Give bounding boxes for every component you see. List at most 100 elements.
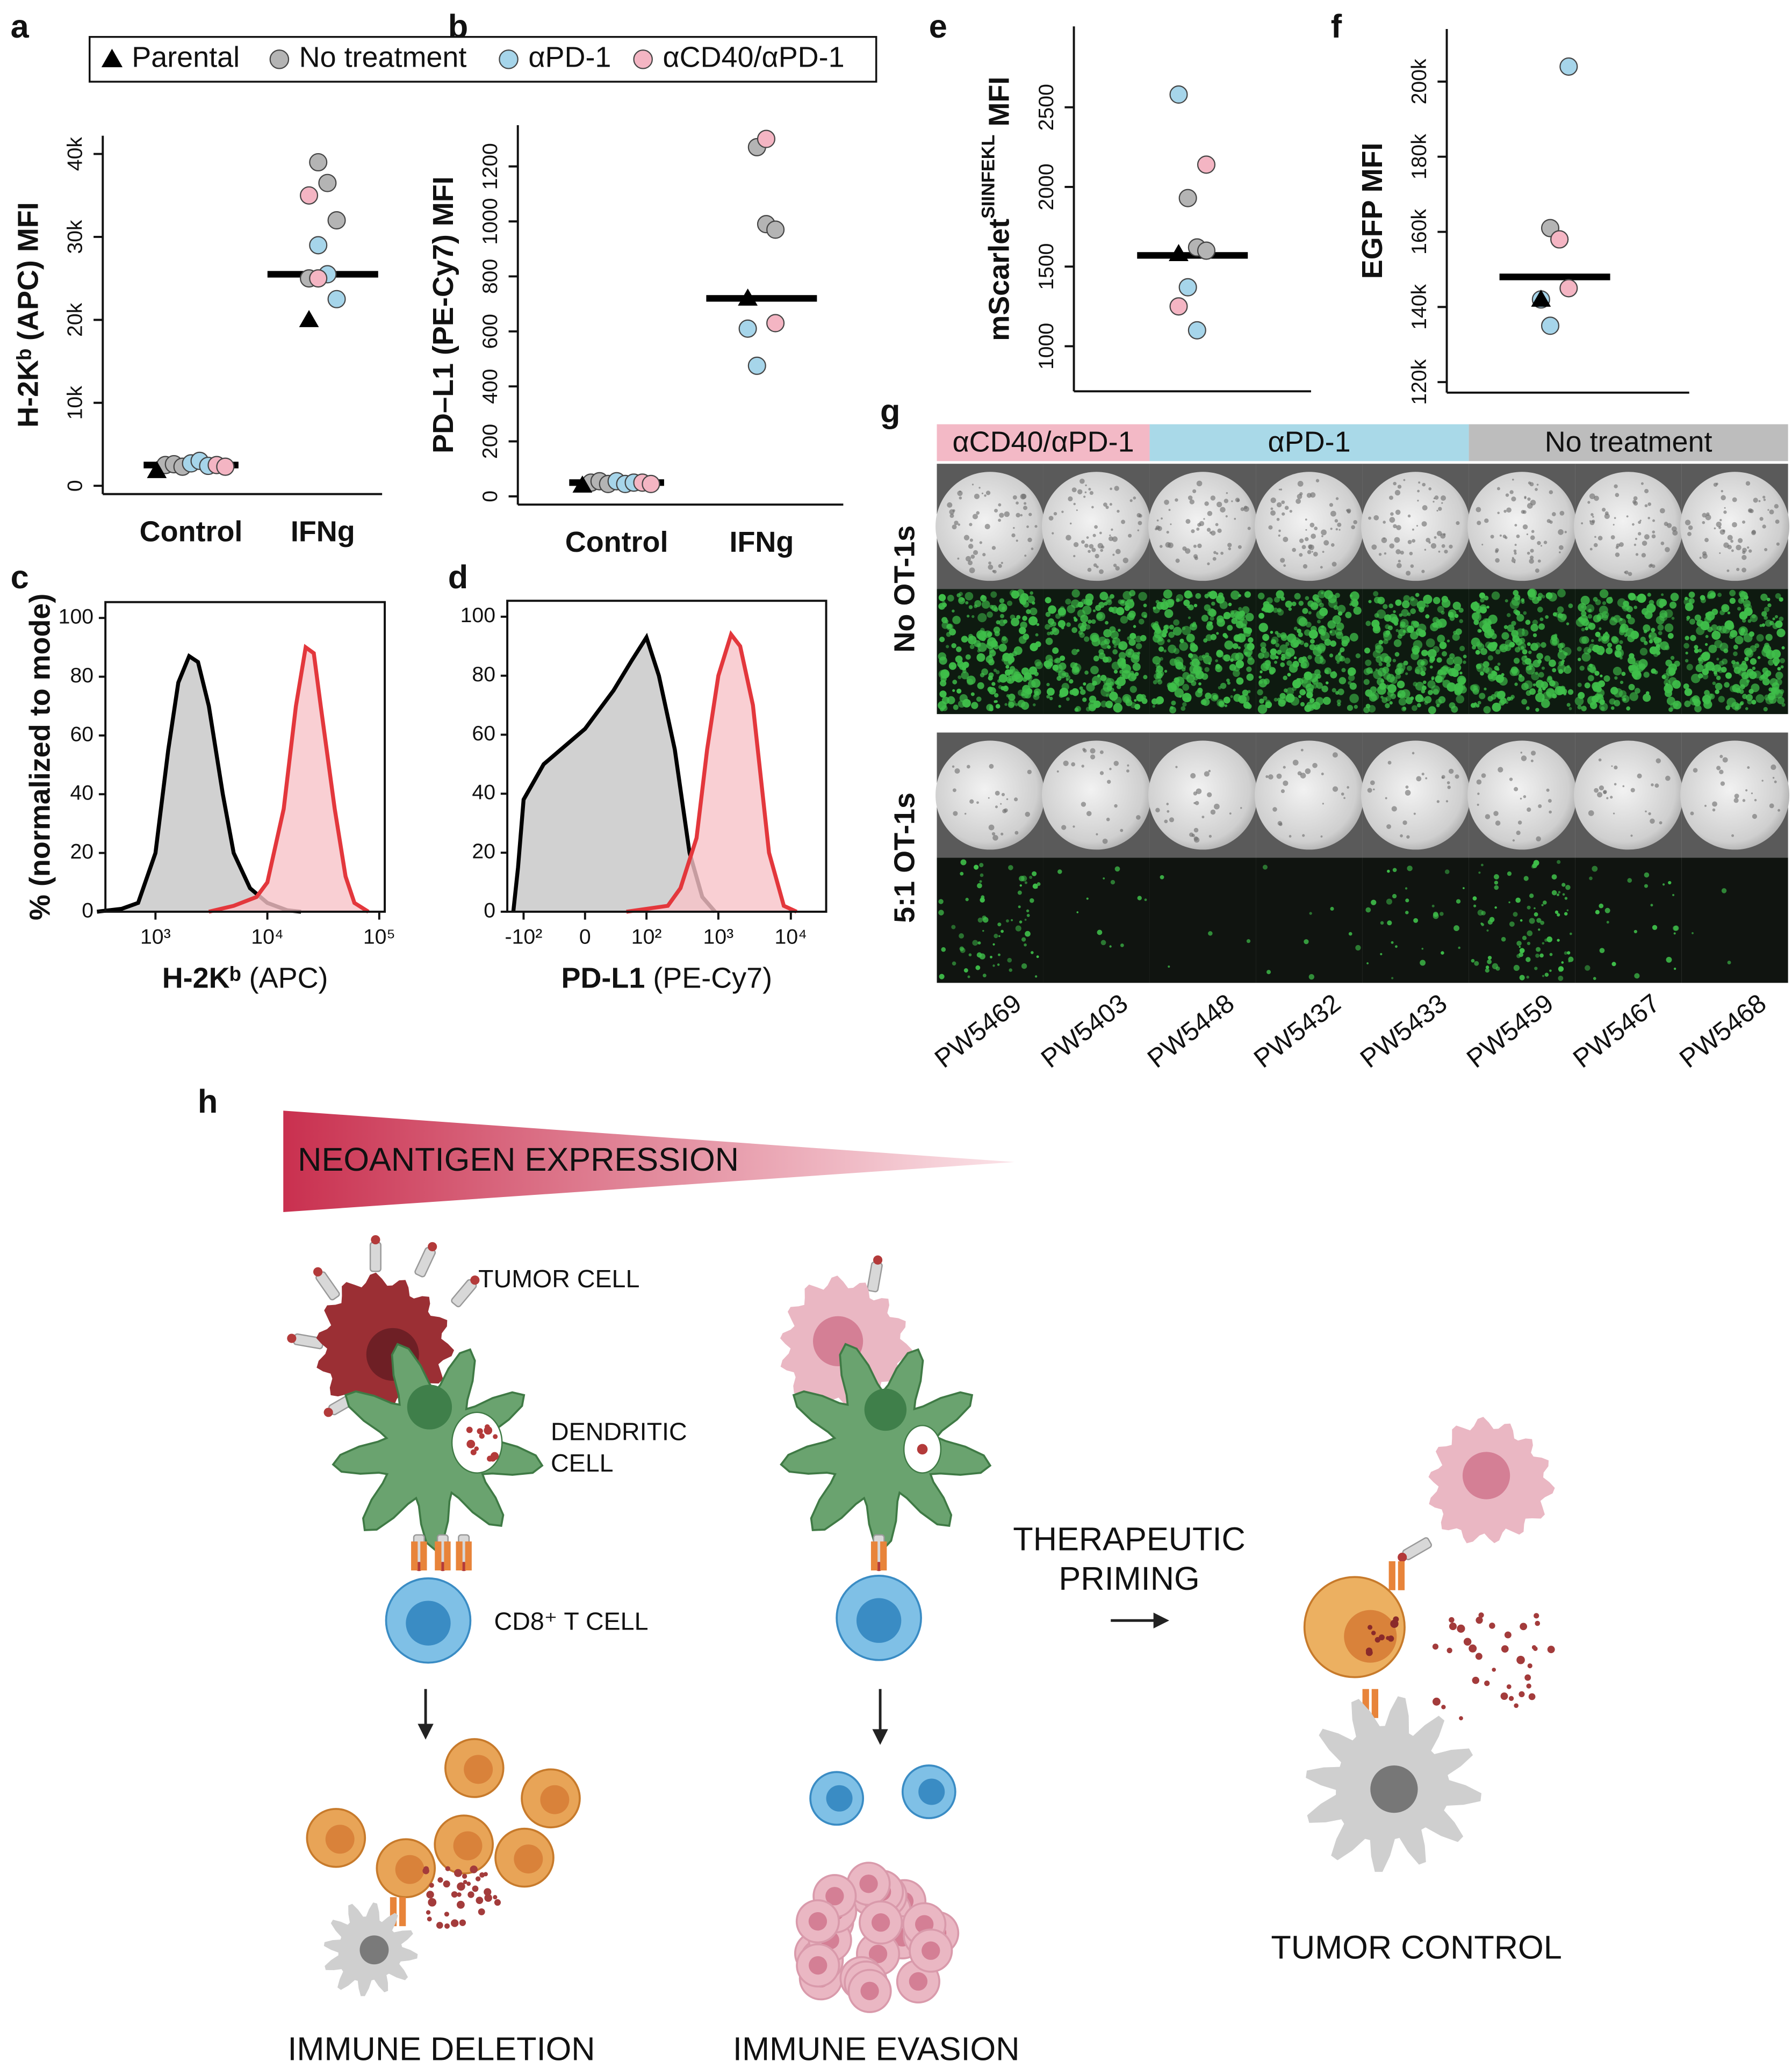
tcr bbox=[1371, 1689, 1379, 1718]
fluorescence-spot bbox=[1008, 669, 1013, 674]
brightfield-speck bbox=[1723, 542, 1729, 548]
fluorescence-spot bbox=[1565, 885, 1571, 890]
fluorescence-spot bbox=[1280, 632, 1287, 639]
brightfield-speck bbox=[1189, 832, 1194, 837]
cytokine-dot bbox=[1520, 1623, 1528, 1631]
fluorescence-spot bbox=[1629, 692, 1638, 701]
fluorescence-spot bbox=[1183, 600, 1190, 607]
fluorescence-spot bbox=[1066, 675, 1071, 680]
fluorescence-spot bbox=[1606, 921, 1609, 924]
fluorescence-spot bbox=[1348, 667, 1356, 676]
brightfield-speck bbox=[1338, 529, 1341, 531]
fluorescence-spot bbox=[1164, 669, 1168, 673]
fluorescence-spot bbox=[1274, 660, 1278, 664]
brightfield-speck bbox=[1265, 775, 1269, 778]
brightfield-speck bbox=[1632, 500, 1637, 504]
brightfield-speck bbox=[1207, 792, 1212, 797]
cytokine-dot bbox=[479, 1872, 485, 1878]
fluorescence-spot bbox=[1104, 601, 1108, 606]
column-label: PW5459 bbox=[1462, 989, 1559, 1073]
brightfield-speck bbox=[1538, 804, 1542, 809]
fluorescence-spot bbox=[1552, 612, 1557, 617]
fluorescence-spot bbox=[1598, 638, 1601, 642]
fluorescence-spot bbox=[1545, 615, 1549, 619]
brightfield-speck bbox=[1440, 533, 1446, 539]
fluorescence-spot bbox=[1416, 703, 1421, 708]
fluorescence-spot bbox=[1542, 975, 1545, 977]
cytokine-dot bbox=[436, 1922, 443, 1929]
brightfield-speck bbox=[1276, 502, 1282, 508]
fluorescence-spot bbox=[1585, 965, 1591, 971]
fluorescence-spot bbox=[1578, 658, 1581, 661]
fluorescence-spot bbox=[1395, 599, 1402, 606]
fluorescence-spot bbox=[1048, 662, 1053, 667]
brightfield-speck bbox=[1594, 495, 1599, 501]
brightfield-speck bbox=[1071, 762, 1076, 767]
fluorescence-spot bbox=[968, 605, 973, 609]
fluorescence-spot bbox=[1140, 635, 1147, 641]
nucleus bbox=[406, 1601, 451, 1646]
fluorescence-spot bbox=[1340, 647, 1345, 652]
fluorescence-spot bbox=[1514, 594, 1521, 601]
fluorescence-spot bbox=[941, 617, 948, 623]
brightfield-speck bbox=[1012, 495, 1017, 500]
fluorescence-spot bbox=[1673, 925, 1679, 931]
fluorescence-spot bbox=[1297, 629, 1301, 633]
brightfield-speck bbox=[1597, 536, 1603, 540]
fluorescence-spot bbox=[1453, 664, 1462, 672]
fluorescence-spot bbox=[1316, 610, 1325, 619]
fluorescence-spot bbox=[1527, 642, 1531, 646]
fluorescence-spot bbox=[1739, 631, 1744, 636]
fluorescence-spot bbox=[981, 600, 990, 609]
fluorescence-spot bbox=[1551, 890, 1557, 896]
fluorescence-spot bbox=[1392, 893, 1397, 899]
fluorescence-spot bbox=[1602, 635, 1608, 642]
fluorescence-spot bbox=[1599, 702, 1608, 711]
fluorescence-spot bbox=[1412, 705, 1417, 711]
fluorescence-spot bbox=[1564, 912, 1568, 916]
fluorescence-spot bbox=[1212, 694, 1218, 700]
x-tick-label: 10³ bbox=[703, 925, 734, 948]
fluorescence-spot bbox=[1210, 634, 1217, 640]
group-header bbox=[1469, 424, 1788, 462]
fluorescence-spot bbox=[1105, 656, 1112, 663]
x-tick-label: 10⁵ bbox=[363, 925, 395, 948]
brightfield-speck bbox=[1416, 776, 1422, 782]
fluorescence-spot bbox=[1371, 899, 1377, 905]
fluorescence-spot bbox=[1098, 652, 1106, 660]
brightfield-speck bbox=[1108, 536, 1113, 542]
fluorescence-spot bbox=[1304, 642, 1309, 647]
fluorescence-spot bbox=[958, 596, 964, 602]
brightfield-speck bbox=[1651, 783, 1654, 787]
fluorescence-spot bbox=[1269, 667, 1276, 674]
fluorescence-spot bbox=[1011, 919, 1013, 921]
fluorescence-spot bbox=[1131, 654, 1140, 664]
fluorescence-spot bbox=[1562, 893, 1565, 896]
brightfield-speck bbox=[1091, 506, 1094, 509]
cytokine-dot bbox=[1449, 1617, 1455, 1623]
fluorescence-spot bbox=[1494, 881, 1499, 885]
brightfield-speck bbox=[1292, 760, 1299, 766]
data-point bbox=[1178, 189, 1197, 207]
brightfield-speck bbox=[1272, 807, 1277, 812]
fluorescence-spot bbox=[976, 952, 982, 958]
brightfield-speck bbox=[1528, 481, 1531, 485]
fluorescence-spot bbox=[1106, 599, 1112, 605]
row-label: No OT-1s bbox=[888, 525, 920, 653]
brightfield-speck bbox=[1196, 788, 1202, 795]
brightfield-speck bbox=[1614, 484, 1618, 488]
fluorescence-spot bbox=[1591, 639, 1594, 643]
fluorescence-spot bbox=[1639, 647, 1648, 656]
fluorescence-spot bbox=[965, 601, 969, 604]
brightfield-speck bbox=[1193, 791, 1198, 796]
brightfield-speck bbox=[1441, 502, 1443, 504]
fluorescence-spot bbox=[1538, 672, 1544, 678]
brightfield-speck bbox=[1410, 564, 1414, 568]
fluorescence-spot bbox=[1387, 869, 1390, 873]
fluorescence-spot bbox=[1318, 590, 1326, 599]
brightfield-speck bbox=[1215, 552, 1219, 555]
fluorescence-spot bbox=[1475, 650, 1480, 655]
x-tick-label: Control bbox=[565, 526, 668, 558]
brightfield-speck bbox=[1720, 781, 1725, 786]
cytokine-dot bbox=[462, 1873, 467, 1879]
